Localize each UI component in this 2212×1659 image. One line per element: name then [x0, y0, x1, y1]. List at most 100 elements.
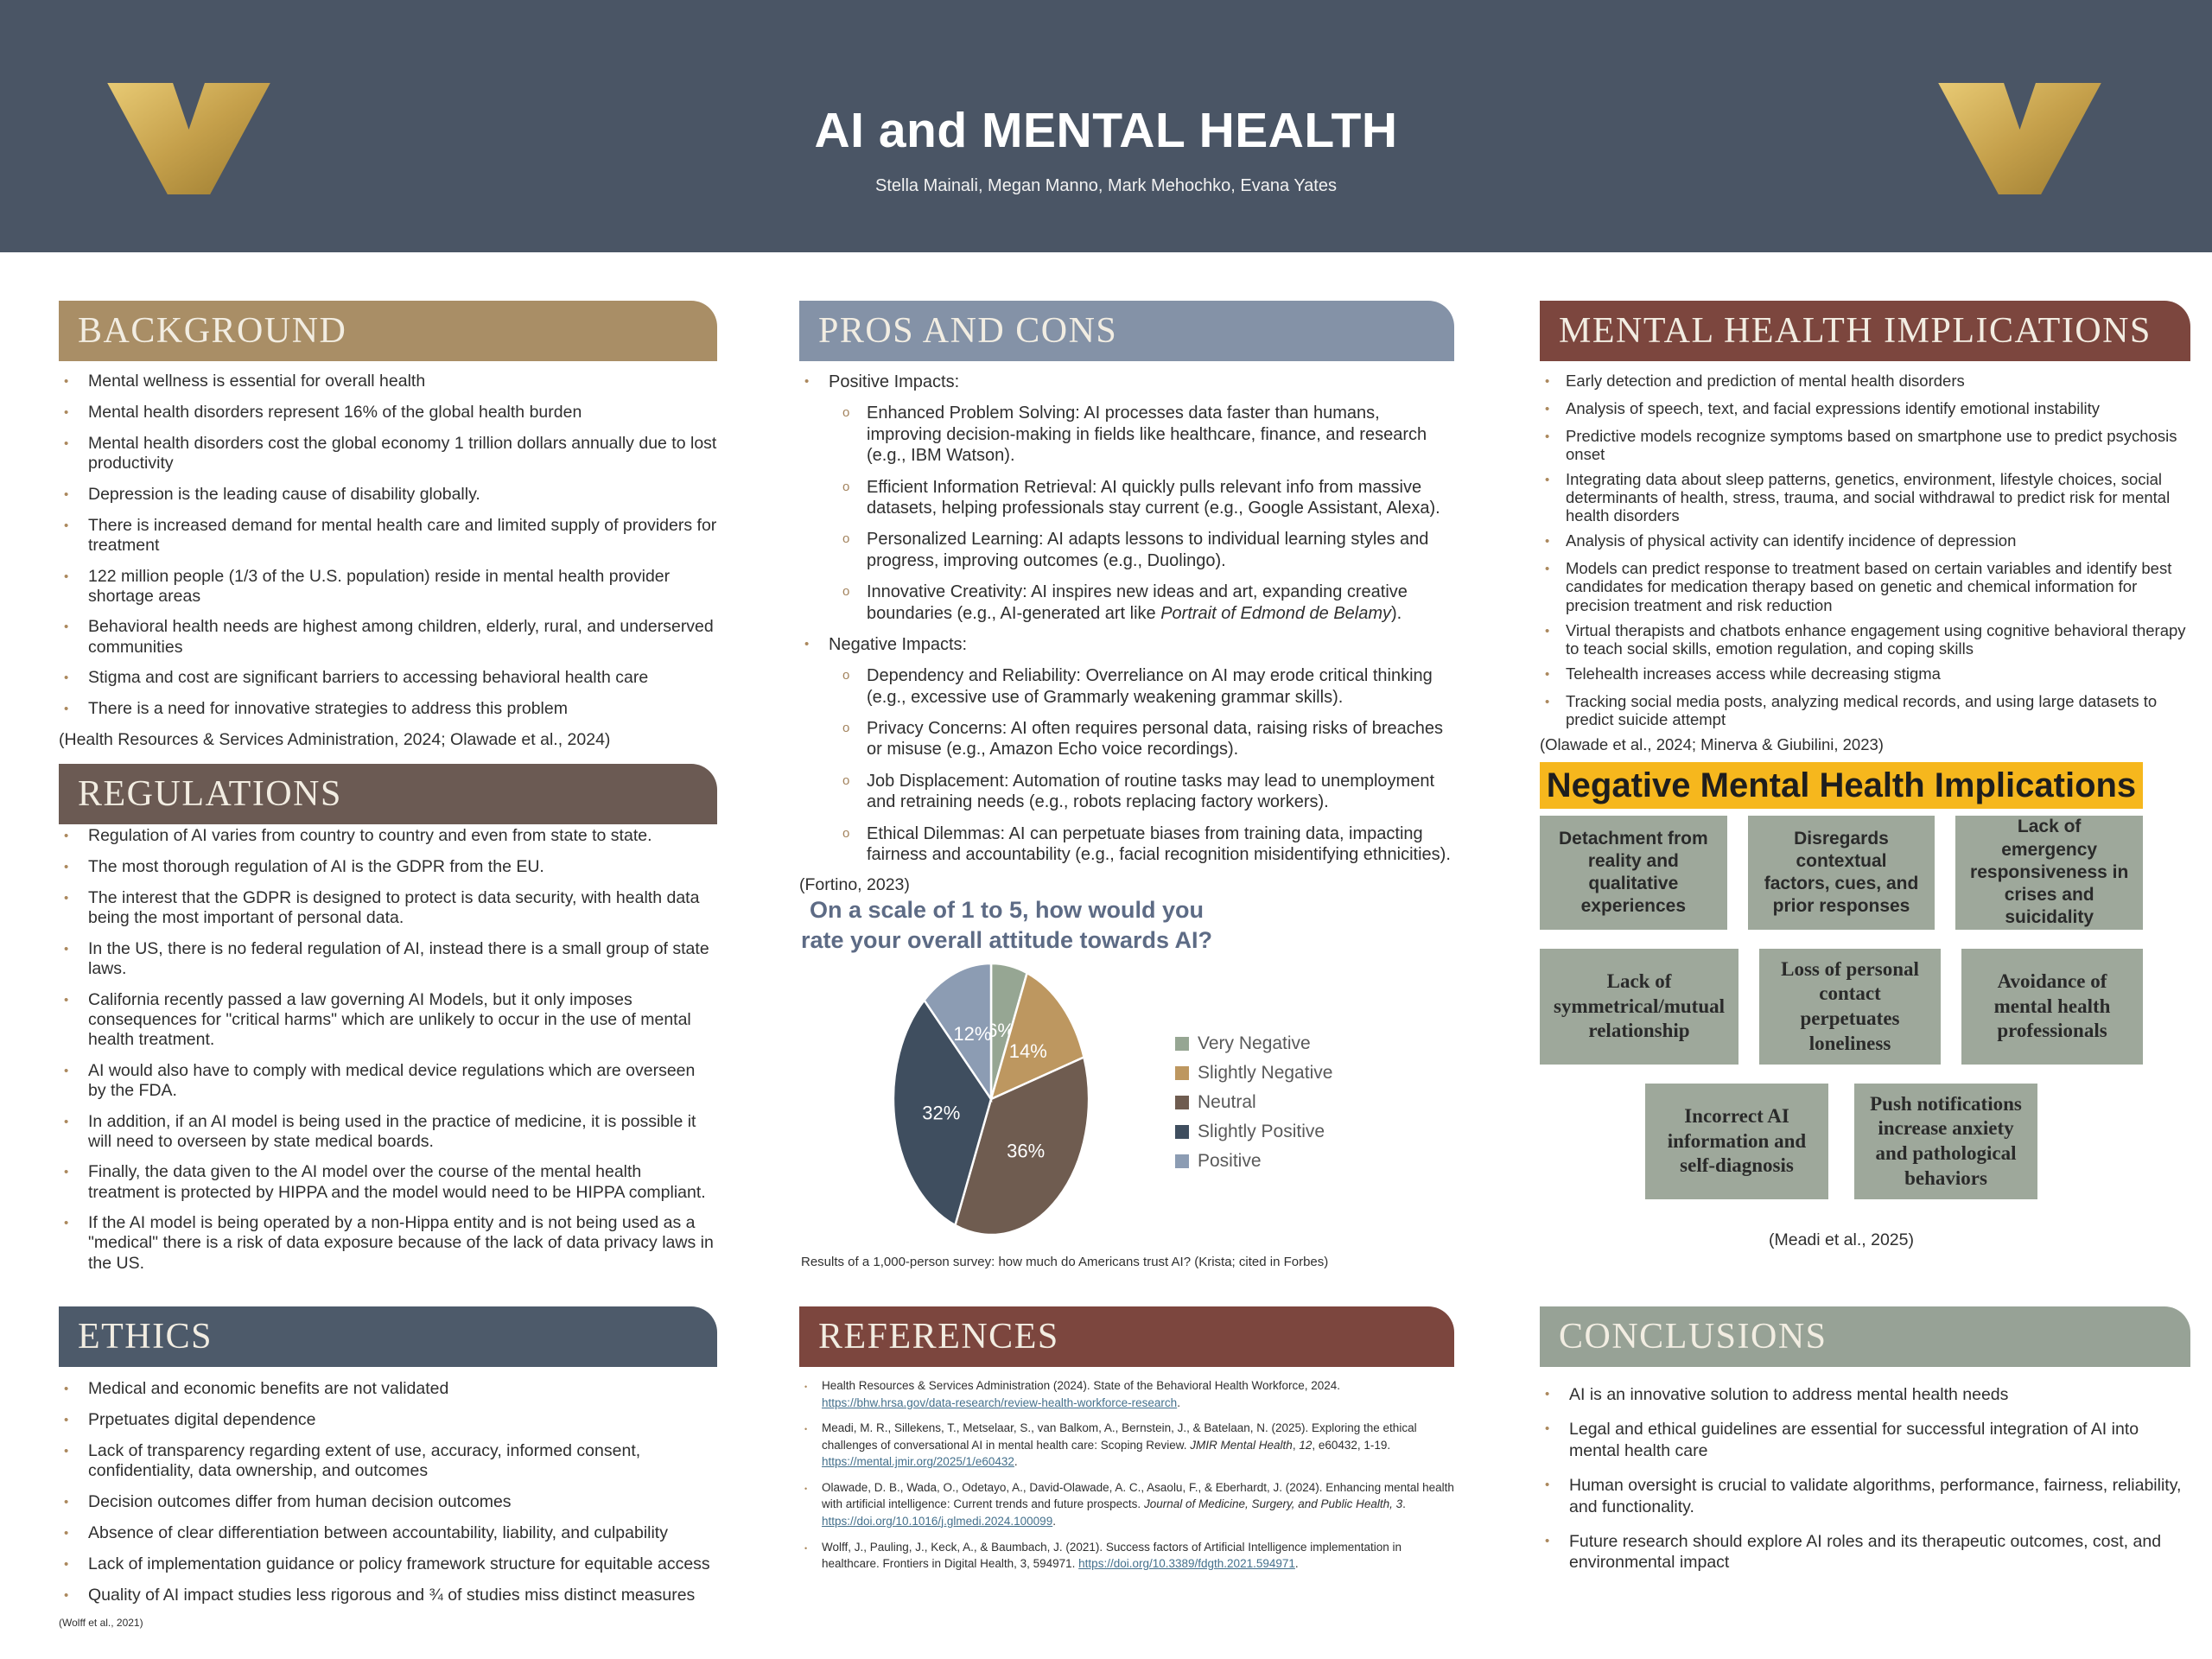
bullet-item: o Privacy Concerns: AI often requires per…: [837, 718, 1454, 760]
negative-implications-citation: (Meadi et al., 2025): [1768, 1230, 1914, 1249]
regulations-content: • Regulation of AI varies from country to…: [59, 826, 717, 1284]
bullet-text: Meadi, M. R., Sillekens, T., Metselaar, …: [822, 1421, 1417, 1469]
bullet-item: • Finally, the data given to the AI model…: [59, 1162, 717, 1203]
section-header-background: BACKGROUND: [59, 301, 717, 361]
bullet-text: Future research should explore AI roles …: [1569, 1531, 2162, 1573]
bullet-item: o Innovative Creativity: AI inspires new …: [837, 582, 1454, 624]
bullet-text: Tracking social media posts, analyzing m…: [1566, 691, 2158, 728]
bullet-item: • Legal and ethical guidelines are essent…: [1540, 1419, 2190, 1461]
bullet-text: Human oversight is crucial to validate a…: [1569, 1476, 2182, 1516]
legend-item: Slightly Positive: [1175, 1122, 1332, 1142]
bullet-item: • Stigma and cost are significant barrier…: [59, 668, 717, 689]
negative-impacts-list: o Dependency and Reliability: Overrelianc…: [799, 665, 1454, 865]
implication-box-row: Incorrect AI information and self-diagno…: [1540, 1084, 2143, 1199]
background-content: • Mental wellness is essential for overal…: [59, 372, 717, 750]
legend-swatch-icon: [1175, 1154, 1189, 1168]
bullet-icon: •: [1545, 429, 1550, 444]
legend-swatch-icon: [1175, 1066, 1189, 1080]
bullet-text: Virtual therapists and chatbots enhance …: [1566, 620, 2186, 658]
bullet-icon: •: [64, 1587, 69, 1603]
bullet-icon: •: [64, 486, 69, 502]
bullet-text: Analysis of physical activity can identi…: [1566, 531, 2017, 550]
bullet-text: Predictive models recognize symptoms bas…: [1566, 427, 2177, 464]
legend-item: Positive: [1175, 1151, 1332, 1172]
bullet-item: • AI would also have to comply with medic…: [59, 1061, 717, 1102]
conclusions-bullet-list: • AI is an innovative solution to address…: [1540, 1384, 2190, 1573]
bullet-icon: •: [64, 671, 69, 686]
bullet-text: Lack of transparency regarding extent of…: [88, 1441, 641, 1481]
reference-link[interactable]: https://doi.org/10.1016/j.glmedi.2024.10…: [822, 1514, 1053, 1528]
bullet-item: o Dependency and Reliability: Overrelianc…: [837, 665, 1454, 708]
bullet-text: Medical and economic benefits are not va…: [88, 1379, 449, 1398]
bullet-item: • There is a need for innovative strategi…: [59, 699, 717, 720]
bullet-text: Health Resources & Services Administrati…: [822, 1379, 1341, 1409]
reference-link[interactable]: https://doi.org/10.3389/fdgth.2021.59497…: [1078, 1557, 1295, 1571]
bullet-item: • Prpetuates digital dependence: [59, 1410, 717, 1431]
section-header-mental-health-implications: MENTAL HEALTH IMPLICATIONS: [1540, 301, 2190, 361]
bullet-item: • Human oversight is crucial to validate …: [1540, 1475, 2190, 1517]
bullet-icon: •: [64, 374, 69, 389]
bullet-text: Analysis of speech, text, and facial exp…: [1566, 399, 2101, 417]
bullet-text: The interest that the GDPR is designed t…: [88, 888, 700, 928]
bullet-icon: •: [1545, 402, 1550, 416]
pie-value-label: 36%: [1007, 1141, 1045, 1162]
bullet-text: Regulation of AI varies from country to …: [88, 826, 652, 845]
reference-link[interactable]: https://bhw.hrsa.gov/data-research/revie…: [822, 1395, 1178, 1409]
bullet-icon: •: [64, 941, 69, 957]
mental-health-content: • Early detection and prediction of menta…: [1540, 372, 2190, 754]
references-content: • Health Resources & Services Administrat…: [799, 1377, 1454, 1581]
section-header-ethics: ETHICS: [59, 1306, 717, 1367]
implication-box: Push notifications increase anxiety and …: [1854, 1084, 2037, 1199]
bullet-item: • Positive Impacts:: [799, 372, 1454, 392]
bullet-text: Privacy Concerns: AI often requires pers…: [867, 719, 1443, 760]
bullet-icon: •: [804, 374, 810, 389]
bullet-text: In addition, if an AI model is being use…: [88, 1111, 696, 1151]
bullet-icon: •: [64, 1165, 69, 1180]
bullet-icon: •: [64, 436, 69, 451]
regulations-bullet-list: • Regulation of AI varies from country to…: [59, 826, 717, 1274]
bullet-text: AI is an innovative solution to address …: [1569, 1385, 2009, 1404]
chart-title: On a scale of 1 to 5, how would you rate…: [800, 897, 1213, 954]
text-segment: JMIR Mental Health: [1190, 1438, 1293, 1452]
implication-box: Loss of personal contact perpetuates lon…: [1759, 949, 1942, 1065]
conclusions-content: • AI is an innovative solution to address…: [1540, 1384, 2190, 1587]
bullet-text: Finally, the data given to the AI model …: [88, 1162, 706, 1202]
bullet-icon: •: [1545, 534, 1550, 550]
pie-chart: 6%14%36%32%12%: [892, 962, 1090, 1236]
bullet-icon: •: [64, 1063, 69, 1078]
bullet-text: Ethical Dilemmas: AI can perpetuate bias…: [867, 823, 1451, 865]
ethics-citation: (Wolff et al., 2021): [59, 1616, 143, 1629]
vanderbilt-v-logo: [107, 83, 270, 194]
pie-value-label: 14%: [1009, 1040, 1047, 1062]
bullet-text: Mental health disorders cost the global …: [88, 434, 717, 474]
bullet-icon: •: [804, 636, 810, 652]
bullet-item: • Negative Impacts:: [799, 634, 1454, 655]
bullet-icon: •: [804, 1425, 808, 1434]
implication-box-row: Detachment from reality and qualitative …: [1540, 816, 2144, 930]
bullet-icon: •: [1545, 666, 1550, 682]
vanderbilt-v-logo: [1938, 83, 2101, 194]
bullet-icon: •: [64, 569, 69, 584]
bullet-icon: •: [1545, 1533, 1550, 1548]
bullet-item: • Mental health disorders cost the global…: [59, 434, 717, 474]
bullet-icon: •: [1545, 1387, 1550, 1402]
text-segment: 12: [1299, 1438, 1313, 1452]
bullet-item: • Lack of implementation guidance or poli…: [59, 1554, 717, 1575]
mental-health-bullet-list: • Early detection and prediction of menta…: [1540, 372, 2190, 728]
bullet-item: • Integrating data about sleep patterns, …: [1540, 470, 2190, 524]
bullet-item: • Medical and economic benefits are not v…: [59, 1379, 717, 1400]
reference-link[interactable]: https://mental.jmir.org/2025/1/e60432: [822, 1455, 1014, 1469]
bullet-icon: •: [64, 1216, 69, 1231]
pie-slice-neutral: [953, 1055, 1090, 1236]
positive-impacts-list: o Enhanced Problem Solving: AI processes …: [799, 403, 1454, 624]
legend-swatch-icon: [1175, 1125, 1189, 1139]
bullet-icon: •: [64, 1494, 69, 1510]
text-segment: Journal of Medicine, Surgery, and Public…: [1143, 1497, 1403, 1511]
pros-cons-content: • Positive Impacts: o Enhanced Problem So…: [799, 372, 1454, 895]
bullet-item: • Lack of transparency regarding extent o…: [59, 1441, 717, 1482]
background-bullet-list: • Mental wellness is essential for overal…: [59, 372, 717, 720]
bullet-text: Efficient Information Retrieval: AI quic…: [867, 477, 1440, 518]
bullet-text: Lack of implementation guidance or polic…: [88, 1554, 710, 1573]
bullet-text: Telehealth increases access while decrea…: [1566, 664, 1941, 683]
